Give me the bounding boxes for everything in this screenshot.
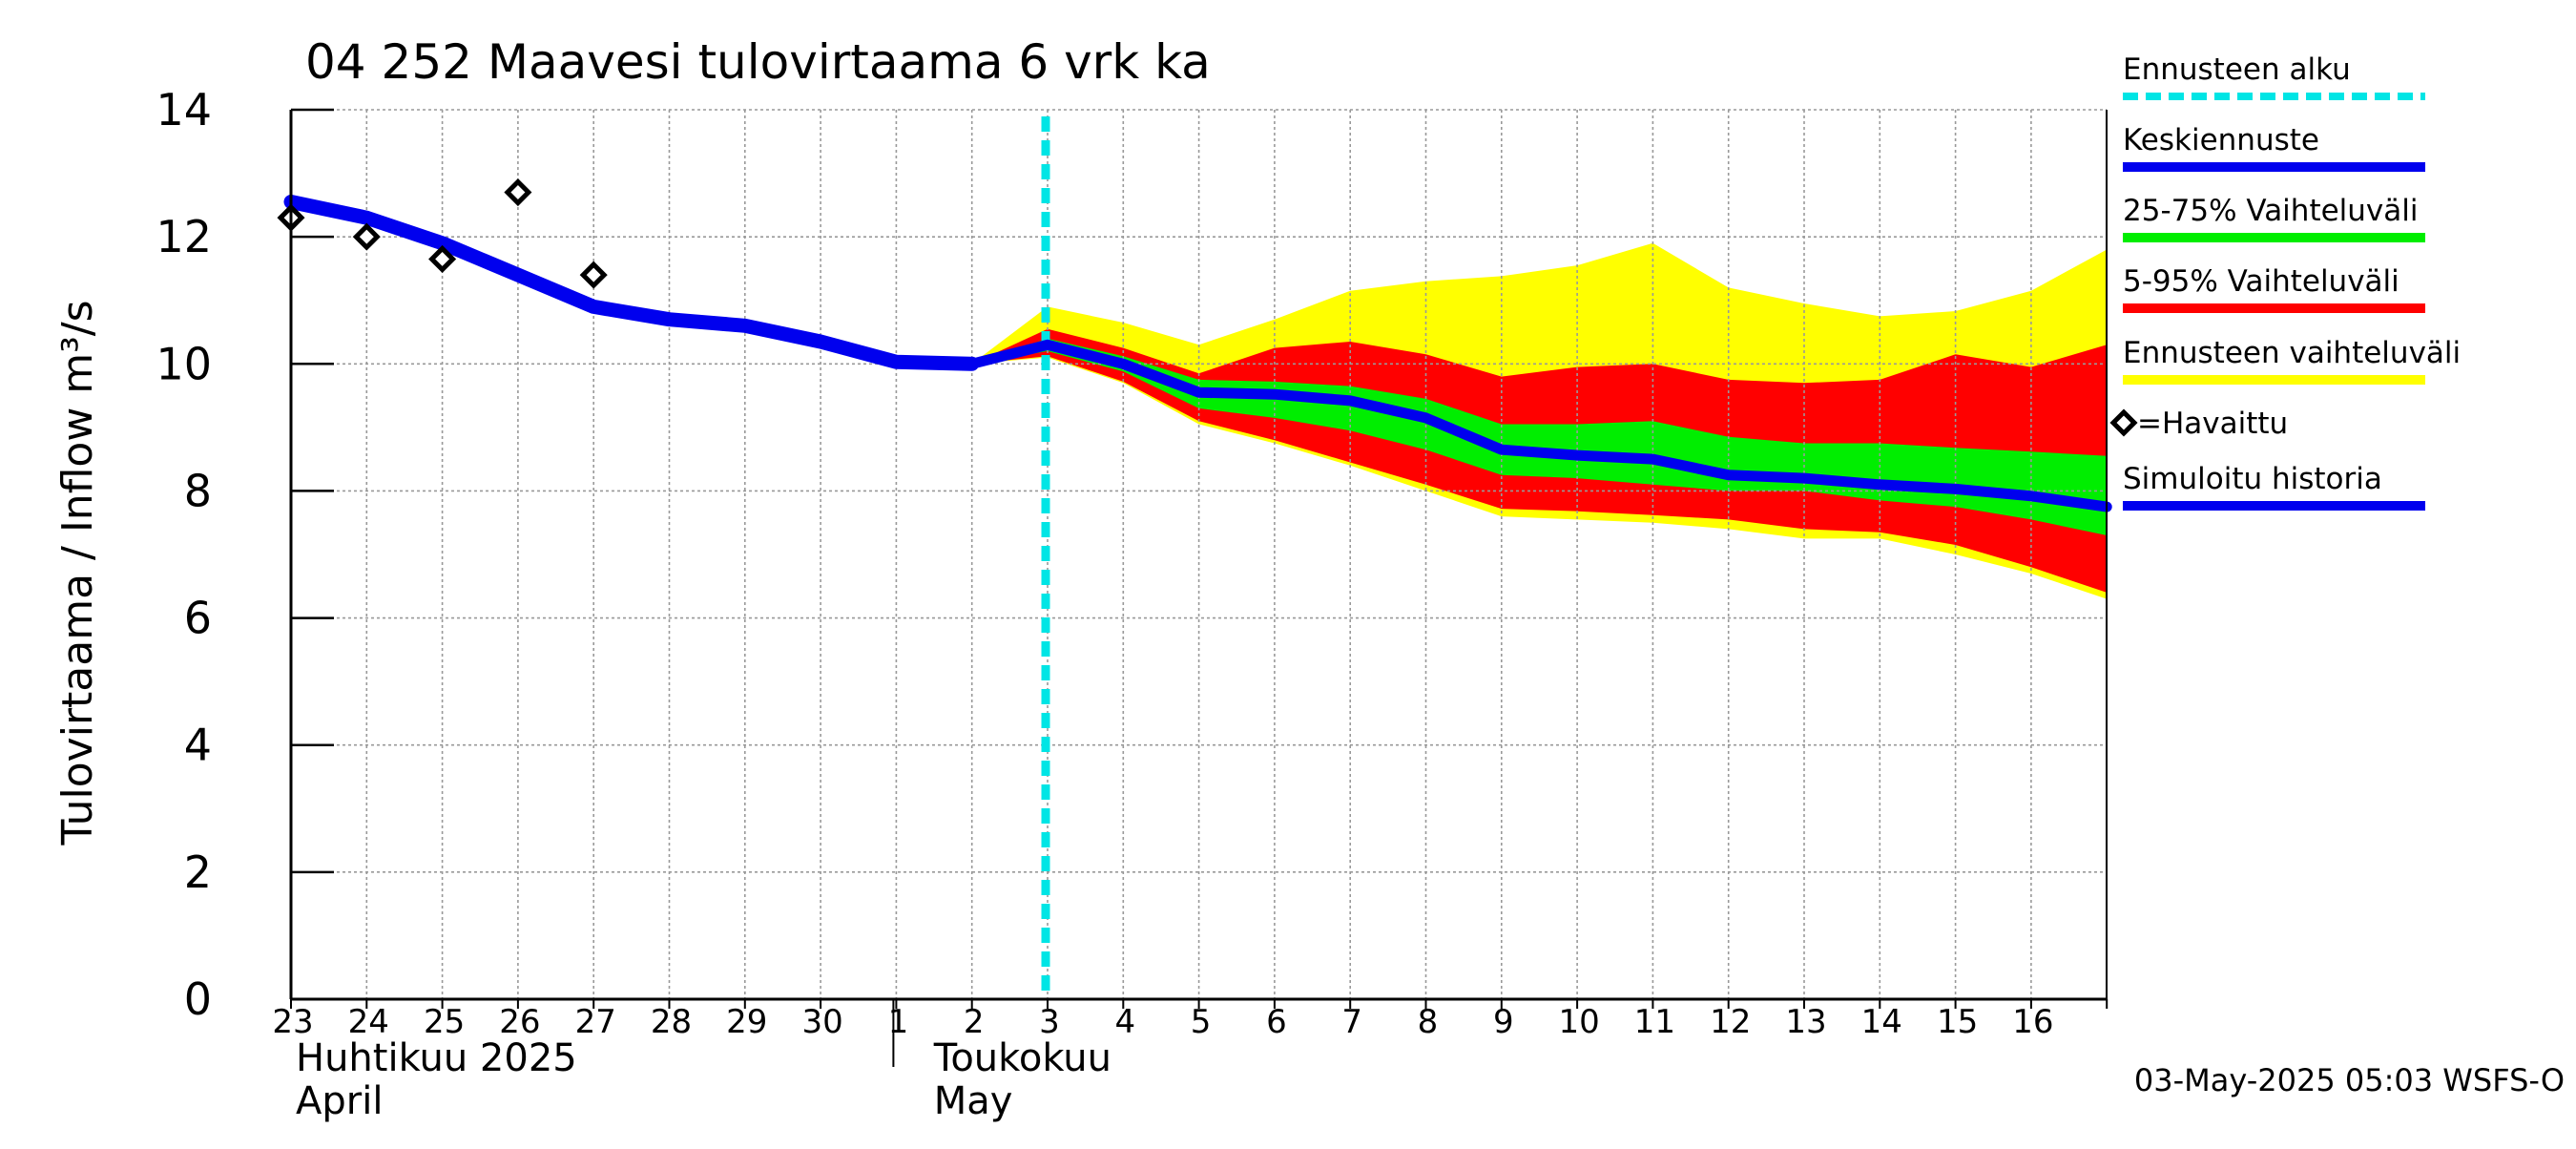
legend-label: Ennusteen alku (2123, 52, 2351, 87)
y-tick-label: 14 (156, 84, 212, 136)
y-tick-label: 12 (156, 211, 212, 262)
observed-point (428, 244, 457, 273)
legend-label: 5-95% Vaihteluväli (2123, 264, 2399, 299)
line-keskiennuste (966, 339, 2112, 512)
series-lines (283, 195, 2112, 512)
y-axis-label: Tulovirtaama / Inflow m³/s (53, 300, 102, 846)
x-tick-label: 28 (651, 1003, 692, 1041)
y-tick-labels: 0 2 4 6 8 10 12 14 (156, 84, 212, 1025)
x-tick-label: 13 (1785, 1003, 1826, 1041)
line-simuloitu-historia (283, 195, 980, 371)
x-tick-label: 5 (1191, 1003, 1212, 1041)
x-tick-label: 10 (1558, 1003, 1599, 1041)
x-tick-label: 12 (1710, 1003, 1751, 1041)
x-tick-label: 2 (964, 1003, 985, 1041)
month-label-fi: Toukokuu (933, 1036, 1111, 1080)
x-tick-label: 27 (575, 1003, 616, 1041)
y-tick-label: 10 (156, 338, 212, 389)
legend-label: 25-75% Vaihteluväli (2123, 194, 2419, 228)
legend-label: =Havaittu (2137, 407, 2288, 441)
x-tick-label: 24 (348, 1003, 389, 1041)
y-tick-label: 6 (184, 593, 212, 644)
x-tick-label: 29 (726, 1003, 767, 1041)
y-tick-label: 0 (184, 973, 212, 1025)
x-tick-label: 11 (1634, 1003, 1675, 1041)
timestamp: 03-May-2025 05:03 WSFS-O (2134, 1062, 2565, 1098)
legend-label: Ennusteen vaihteluväli (2123, 336, 2461, 370)
x-tick-labels: 23 24 25 26 27 28 29 30 1 2 3 4 5 6 7 8 9 10 11 12 13 14 15 16 (272, 1003, 2053, 1041)
x-tick-label: 16 (2012, 1003, 2053, 1041)
x-tick-label: 26 (499, 1003, 540, 1041)
forecast-bands (971, 242, 2108, 599)
band-25-75-vaihteluv-li (971, 338, 2108, 535)
x-tick-label: 9 (1493, 1003, 1514, 1041)
y-tick-label: 4 (184, 720, 212, 771)
x-tick-label: 30 (801, 1003, 842, 1041)
x-tick-label: 7 (1341, 1003, 1362, 1041)
legend: Ennusteen alku Keskiennuste 25-75% Vaihtel… (2109, 52, 2461, 511)
axes (289, 108, 2109, 1067)
x-tick-label: 14 (1861, 1003, 1902, 1041)
grid (290, 109, 2108, 1000)
chart-title: 04 252 Maavesi tulovirtaama 6 vrk ka (305, 34, 1211, 90)
month-label-en: May (934, 1079, 1013, 1123)
x-tick-label: 15 (1937, 1003, 1978, 1041)
month-label-fi: Huhtikuu 2025 (296, 1036, 577, 1080)
x-tick-label: 4 (1114, 1003, 1135, 1041)
y-tick-label: 2 (184, 846, 212, 898)
x-tick-label: 8 (1418, 1003, 1439, 1041)
observed-point (352, 222, 381, 251)
y-tick-label: 8 (184, 465, 212, 516)
x-tick-label: 1 (888, 1003, 909, 1041)
observed-point (504, 178, 532, 207)
observed-point (579, 261, 608, 289)
legend-diamond-icon (2109, 408, 2138, 437)
x-tick-label: 25 (424, 1003, 465, 1041)
legend-label: Simuloitu historia (2123, 462, 2382, 496)
x-tick-label: 23 (272, 1003, 313, 1041)
x-tick-label: 3 (1039, 1003, 1060, 1041)
x-tick-label: 6 (1266, 1003, 1287, 1041)
month-label-en: April (296, 1079, 383, 1123)
legend-label: Keskiennuste (2123, 123, 2319, 157)
